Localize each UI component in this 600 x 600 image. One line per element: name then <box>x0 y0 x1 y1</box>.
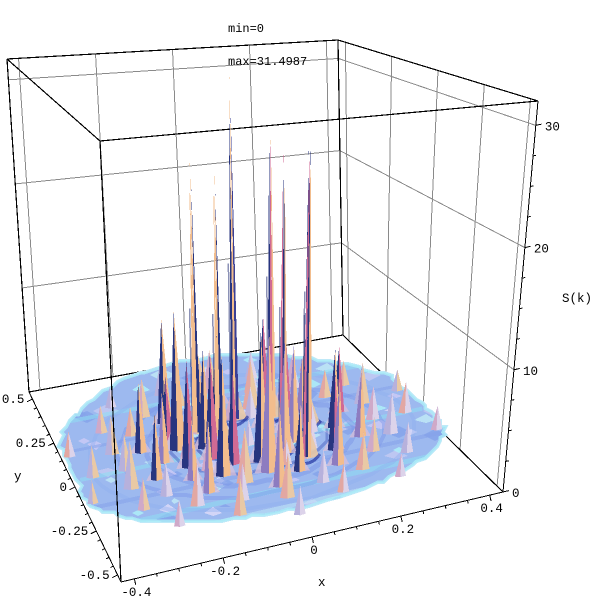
x-tick-label: -0.2 <box>210 565 240 579</box>
axes <box>26 100 542 585</box>
surface-peaks <box>63 74 443 527</box>
z-tick-label: 10 <box>523 365 538 379</box>
z-tick-label: 0 <box>512 487 520 501</box>
x-axis-label: x <box>318 576 326 590</box>
y-tick-label: 0.5 <box>2 393 25 407</box>
plot-title: min=0 max=31.4987 <box>228 2 307 90</box>
plot-title-min: min=0 <box>228 22 265 36</box>
surface <box>55 74 449 527</box>
y-tick-label: -0.5 <box>80 569 110 583</box>
plot-title-max: max=31.4987 <box>228 55 308 69</box>
z-axis-label: S(k) <box>562 292 593 306</box>
x-tick-label: 0.2 <box>392 523 415 537</box>
tick-labels: 0.5 0.25 0 -0.25 -0.5 -0.4 -0.2 0 0.2 0.4 0 10 20 30 <box>2 120 560 599</box>
z-tick-label: 20 <box>534 243 549 257</box>
front-box-edge <box>99 140 122 583</box>
wall-gridlines <box>8 40 536 487</box>
x-tick-label: 0.4 <box>480 502 503 516</box>
y-axis-label: y <box>14 470 22 484</box>
x-tick-label: -0.4 <box>121 586 151 600</box>
y-tick-label: 0 <box>59 481 67 495</box>
y-tick-label: 0.25 <box>16 437 46 451</box>
x-tick-label: 0 <box>310 544 318 558</box>
z-tick-label: 30 <box>545 120 560 134</box>
y-tick-label: -0.25 <box>51 525 89 539</box>
